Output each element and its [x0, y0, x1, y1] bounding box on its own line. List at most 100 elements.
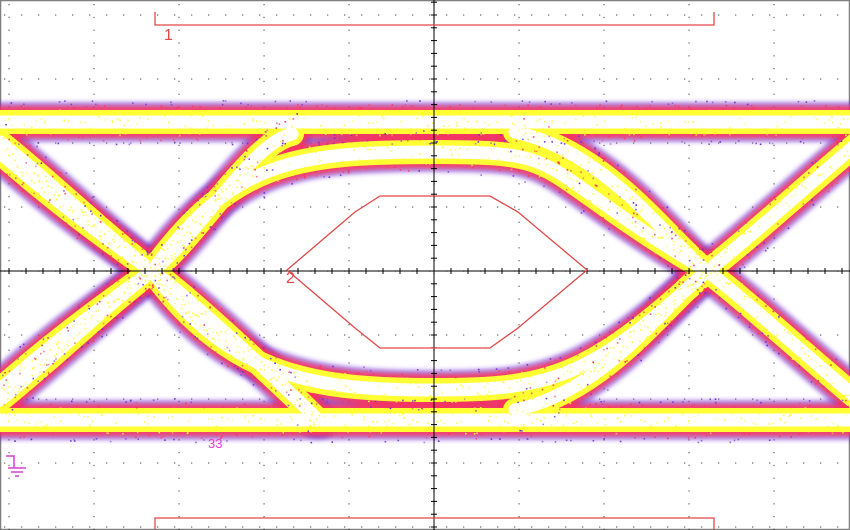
noise-dot	[632, 330, 635, 333]
grid-dot	[93, 170, 95, 172]
noise-dot	[131, 239, 134, 242]
noise-dot	[674, 232, 676, 235]
noise-dot	[45, 342, 48, 345]
noise-dot	[541, 388, 544, 391]
noise-dot	[601, 403, 604, 405]
noise-dot	[129, 292, 131, 295]
noise-dot	[668, 236, 671, 239]
grid-dot	[773, 93, 775, 95]
noise-dot	[183, 212, 185, 214]
grid-dot	[688, 170, 690, 172]
grid-dot	[178, 68, 180, 70]
noise-dot	[503, 396, 505, 399]
noise-dot	[742, 233, 745, 236]
grid-dot	[344, 526, 346, 528]
noise-dot	[386, 425, 388, 427]
noise-dot	[346, 169, 349, 171]
mask-region-1[interactable]: 1	[154, 12, 715, 44]
noise-dot	[171, 232, 174, 234]
noise-dot	[301, 151, 303, 154]
noise-dot	[706, 100, 708, 103]
noise-dot	[412, 162, 414, 164]
noise-dot	[27, 138, 29, 141]
grid-dot	[603, 464, 605, 467]
noise-dot	[846, 430, 848, 432]
noise-dot	[159, 265, 161, 267]
noise-dot	[70, 103, 73, 106]
noise-dot	[384, 420, 386, 423]
noise-dot	[563, 373, 565, 376]
grid-dot	[259, 398, 261, 400]
noise-dot	[709, 272, 712, 275]
noise-dot	[640, 136, 642, 138]
grid-dot	[140, 78, 142, 80]
noise-dot	[710, 251, 713, 253]
noise-dot	[236, 179, 238, 182]
noise-dot	[676, 317, 679, 320]
noise-dot	[94, 226, 97, 228]
grid-dot	[8, 260, 10, 262]
noise-dot	[73, 440, 76, 442]
noise-dot	[235, 351, 237, 353]
noise-dot	[513, 400, 516, 403]
grid-dot	[259, 334, 261, 336]
noise-dot	[768, 439, 771, 441]
mask-region-3[interactable]	[154, 517, 715, 529]
noise-dot	[746, 295, 748, 298]
noise-dot	[805, 338, 808, 340]
noise-dot	[479, 144, 481, 147]
noise-dot	[160, 436, 163, 439]
noise-dot	[766, 210, 769, 212]
grid-dot	[518, 477, 520, 479]
grid-dot	[276, 206, 278, 208]
grid-dot	[178, 93, 180, 95]
grid-dot	[4, 14, 6, 16]
noise-dot	[751, 243, 754, 246]
noise-dot	[140, 254, 142, 256]
noise-dot	[216, 183, 219, 185]
noise-dot	[747, 230, 750, 233]
grid-dot	[518, 196, 520, 198]
grid-dot	[603, 528, 605, 530]
noise-dot	[78, 136, 80, 139]
noise-dot	[254, 168, 256, 171]
noise-dot	[500, 134, 502, 136]
noise-dot	[676, 277, 679, 279]
noise-dot	[188, 412, 191, 415]
grid-dot	[157, 78, 159, 80]
noise-dot	[127, 119, 130, 122]
noise-dot	[206, 329, 208, 332]
noise-dot	[237, 110, 240, 113]
noise-dot	[164, 284, 167, 287]
noise-dot	[342, 171, 345, 173]
noise-dot	[358, 159, 361, 161]
noise-dot	[392, 422, 394, 425]
mask-region-2[interactable]: 2	[285, 195, 589, 349]
noise-dot	[215, 351, 217, 353]
noise-dot	[112, 300, 115, 303]
grid-dot	[293, 14, 295, 16]
noise-dot	[31, 374, 34, 377]
noise-dot	[102, 252, 104, 255]
noise-dot	[497, 158, 500, 161]
noise-dot	[681, 413, 684, 416]
noise-dot	[671, 102, 674, 104]
noise-dot	[99, 238, 102, 240]
noise-dot	[616, 417, 619, 419]
noise-dot	[461, 143, 463, 146]
noise-dot	[481, 434, 483, 436]
noise-dot	[59, 205, 62, 208]
noise-dot	[74, 225, 76, 227]
grid-dot	[518, 68, 520, 70]
noise-dot	[612, 332, 614, 334]
noise-dot	[600, 206, 602, 208]
noise-dot	[174, 253, 176, 255]
noise-dot	[691, 405, 694, 407]
noise-dot	[60, 420, 62, 422]
noise-dot	[226, 440, 228, 442]
noise-dot	[180, 277, 183, 279]
noise-dot	[580, 137, 583, 139]
noise-dot	[110, 244, 113, 247]
noise-dot	[415, 132, 418, 134]
